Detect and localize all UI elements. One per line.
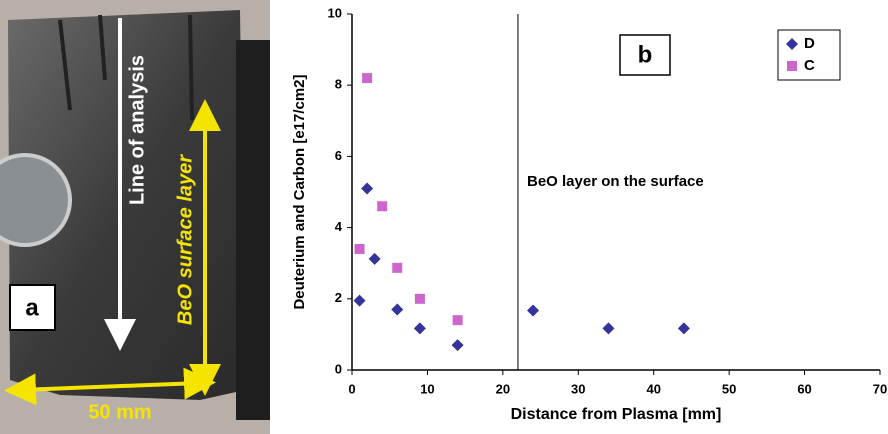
y-tick-label: 2	[335, 290, 342, 305]
point	[527, 304, 540, 317]
legend-label: D	[804, 35, 815, 52]
legend-swatch	[787, 61, 797, 71]
scale-arrow	[4, 367, 216, 406]
y-tick-label: 0	[335, 361, 342, 376]
y-tick-label: 10	[328, 5, 342, 20]
point	[602, 322, 615, 335]
chart: b Distance from Plasma [mm] Deuterium an…	[291, 5, 887, 423]
point	[377, 201, 388, 212]
tile-edge	[236, 40, 270, 420]
point	[451, 339, 464, 352]
photo: Line of analysis BeO surface layer 50 mm…	[0, 0, 270, 434]
x-tick-label: 40	[646, 381, 660, 396]
point	[677, 322, 690, 335]
point	[368, 252, 381, 265]
point	[354, 243, 365, 254]
layer-label: BeO surface layer	[174, 154, 196, 325]
y-tick-label: 4	[335, 219, 343, 234]
panel-a-box	[9, 284, 56, 331]
x-tick-label: 10	[420, 381, 434, 396]
annotation: BeO layer on the surface	[527, 173, 704, 190]
point	[392, 262, 403, 273]
panel-a-label: a	[25, 294, 39, 321]
y-axis-label: Deuterium and Carbon [e17/cm2]	[291, 74, 308, 309]
point	[413, 322, 426, 335]
x-tick-label: 30	[571, 381, 585, 396]
point	[414, 293, 425, 304]
hole	[0, 153, 72, 247]
scale-label: 50 mm	[88, 401, 151, 423]
y-tick-label: 8	[335, 77, 342, 92]
legend-swatch	[786, 38, 798, 50]
analysis-label: Line of analysis	[126, 55, 148, 205]
x-axis-label: Distance from Plasma [mm]	[511, 406, 722, 423]
point	[452, 315, 463, 326]
legend-label: C	[804, 57, 815, 74]
tile	[8, 10, 245, 400]
x-tick-label: 20	[496, 381, 510, 396]
x-tick-label: 50	[722, 381, 736, 396]
point	[362, 73, 373, 84]
point	[353, 294, 366, 307]
y-tick-label: 6	[335, 148, 342, 163]
x-tick-label: 70	[873, 381, 887, 396]
x-tick-label: 60	[797, 381, 811, 396]
legend-box	[777, 29, 841, 81]
panel-b-box	[619, 34, 671, 76]
point	[361, 182, 374, 195]
panel-b-label: b	[638, 41, 653, 68]
x-tick-label: 0	[348, 381, 355, 396]
point	[391, 303, 404, 316]
